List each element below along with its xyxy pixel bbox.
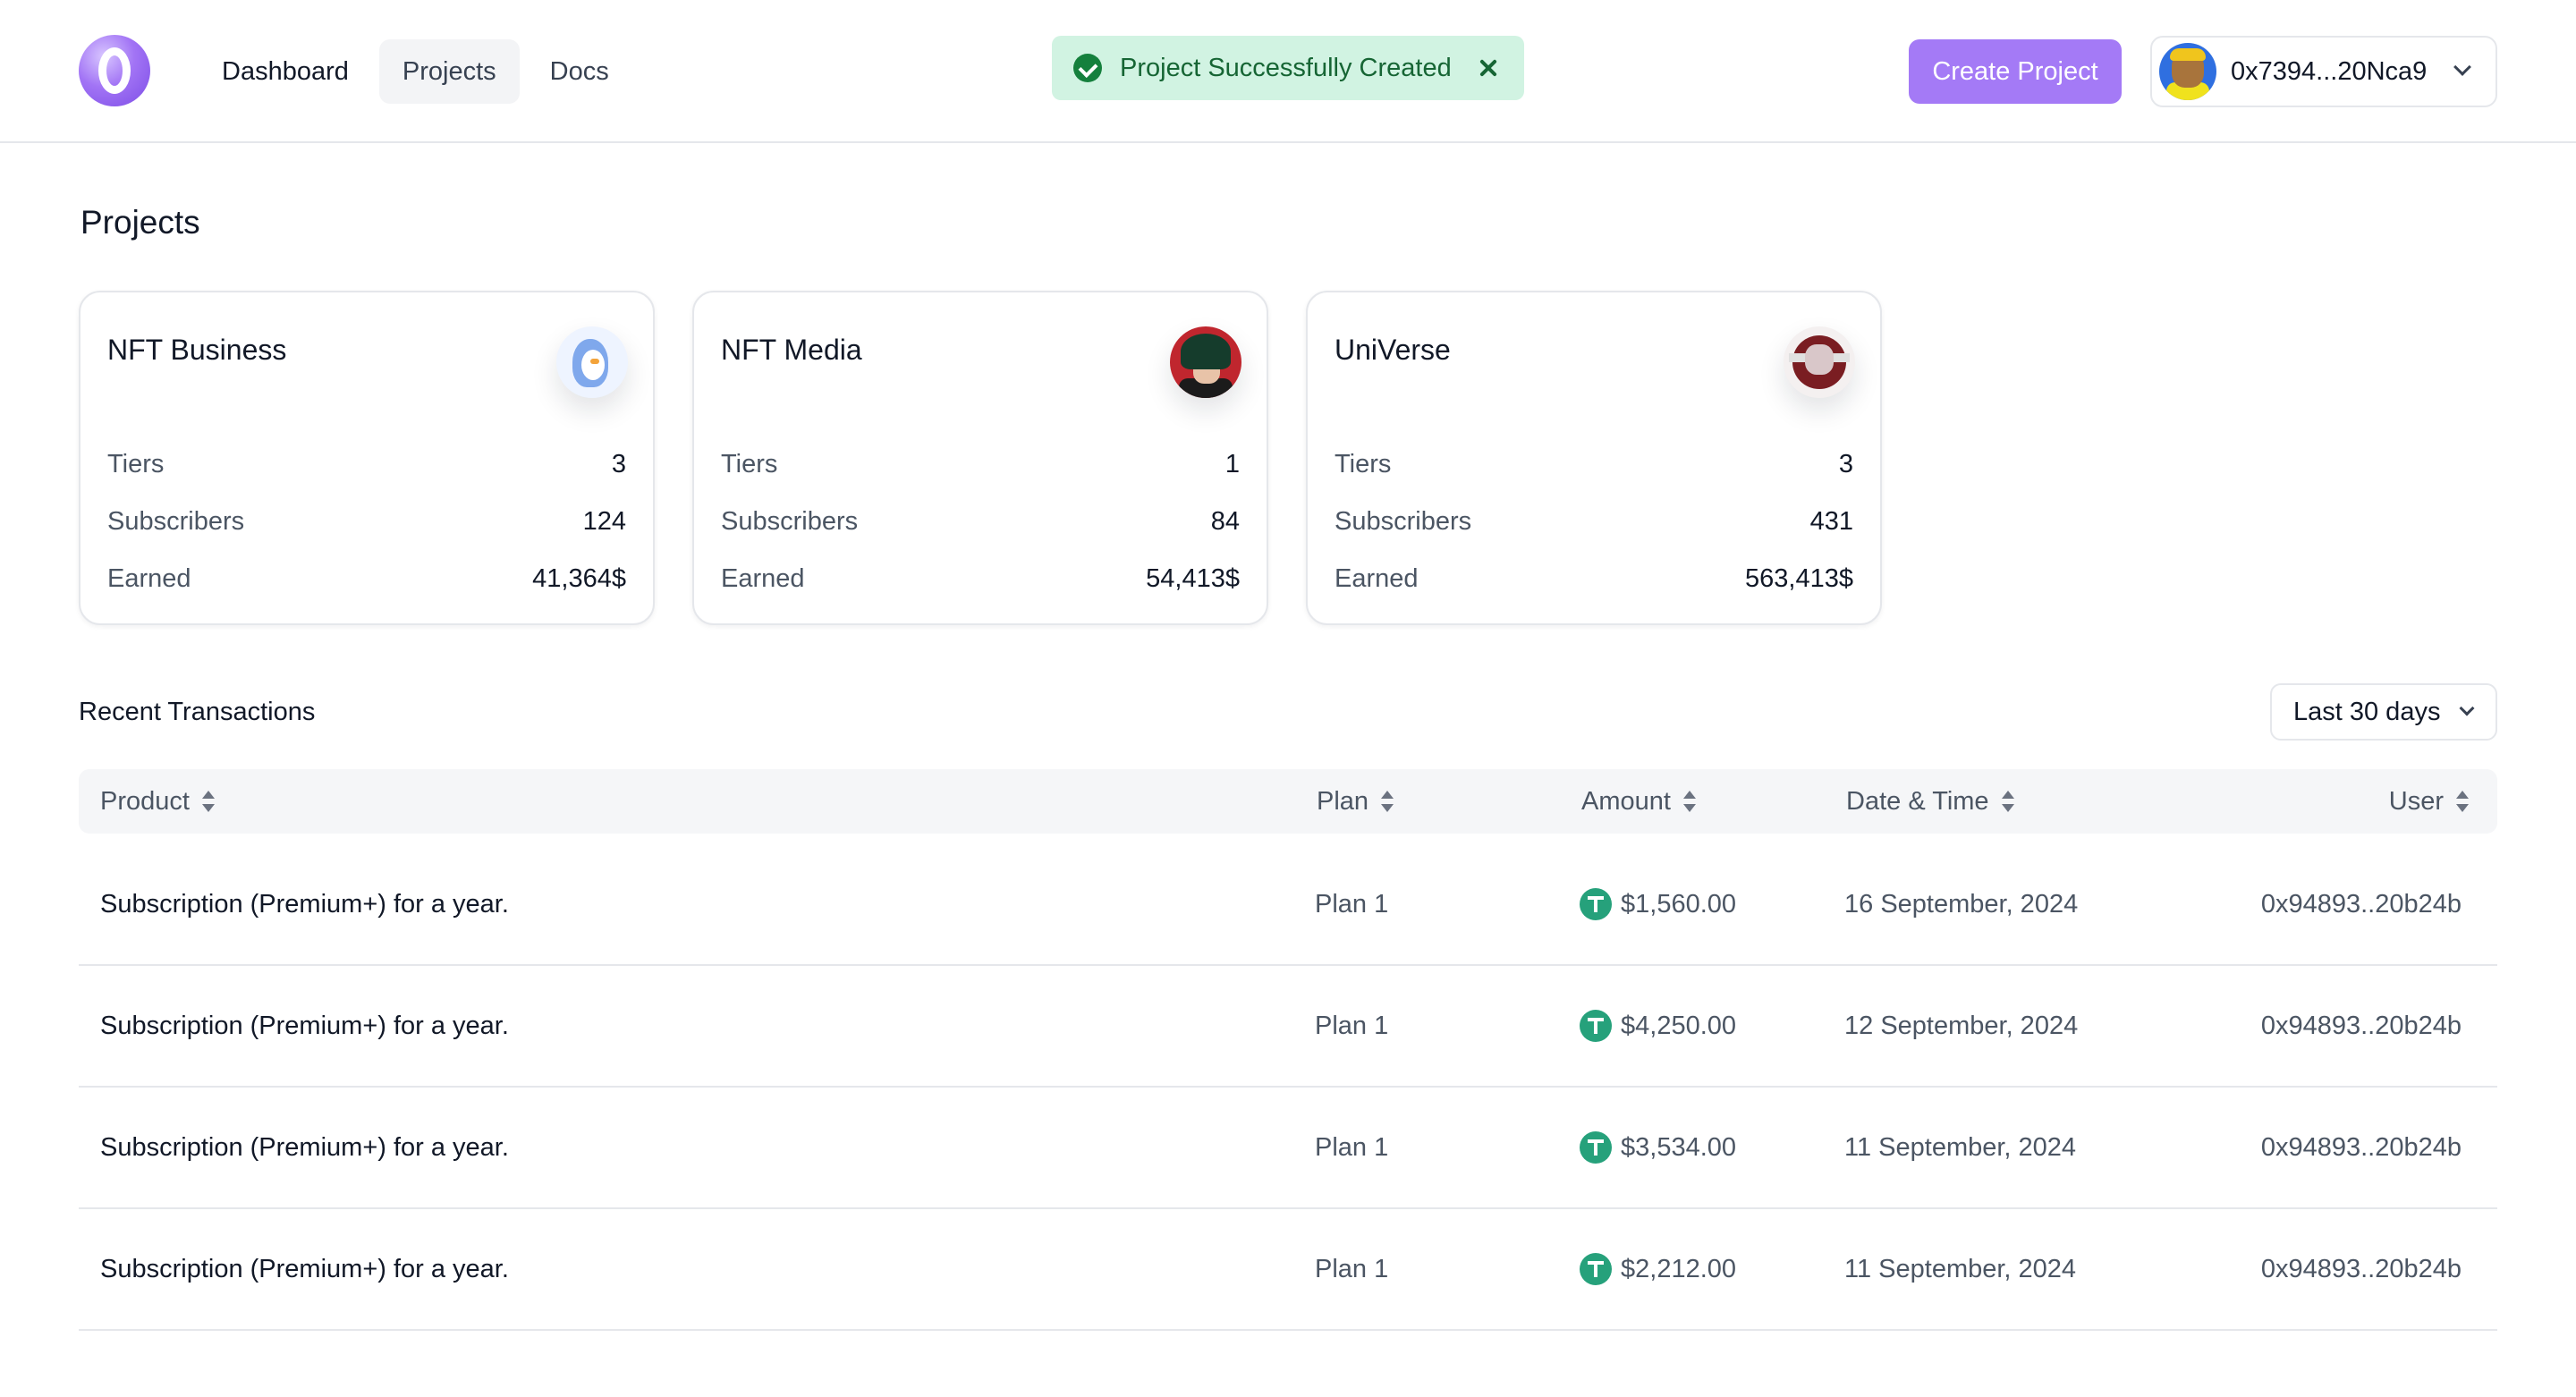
chevron-down-icon [2459, 700, 2475, 716]
cell-product: Subscription (Premium+) for a year. [100, 1255, 509, 1283]
project-name: NFT Business [107, 334, 287, 366]
logo-ring-icon [98, 47, 131, 94]
sort-icon [1381, 790, 1394, 813]
amount-value: $1,560.00 [1621, 890, 1737, 919]
date-range-select[interactable]: Last 30 days [2270, 683, 2497, 741]
cell-date: 12 September, 2024 [1844, 1012, 2079, 1040]
tether-icon [1580, 1253, 1612, 1285]
anime-avatar [1170, 326, 1241, 398]
table-row[interactable]: Subscription (Premium+) for a year. Plan… [79, 1209, 2497, 1331]
table-row[interactable]: Subscription (Premium+) for a year. Plan… [79, 966, 2497, 1088]
nav-docs[interactable]: Docs [549, 57, 609, 86]
earned-value: 41,364$ [532, 564, 626, 593]
nav-projects[interactable]: Projects [378, 39, 520, 104]
subscribers-label: Subscribers [107, 507, 245, 536]
amount-value: $4,250.00 [1621, 1012, 1737, 1040]
page-title: Projects [80, 204, 200, 241]
cell-date: 11 September, 2024 [1844, 1133, 2077, 1162]
project-card[interactable]: NFT Media Tiers 1 Subscribers 84 Earned 54,… [692, 291, 1268, 625]
amount-value: $3,534.00 [1621, 1133, 1737, 1162]
column-product-label: Product [100, 787, 190, 816]
cell-plan: Plan 1 [1315, 1012, 1389, 1040]
success-toast: Project Successfully Created [1052, 36, 1524, 100]
cell-plan: Plan 1 [1315, 890, 1389, 919]
sort-icon [2001, 790, 2014, 813]
column-amount-label: Amount [1581, 787, 1671, 816]
cell-date: 11 September, 2024 [1844, 1255, 2077, 1283]
column-date-label: Date & Time [1846, 787, 1989, 816]
cell-amount: $4,250.00 [1580, 966, 1736, 1086]
date-range-value: Last 30 days [2293, 698, 2441, 726]
amount-value: $2,212.00 [1621, 1255, 1737, 1283]
main-nav: Dashboard Projects Docs [199, 39, 632, 104]
table-row[interactable]: Subscription (Premium+) for a year. Plan… [79, 844, 2497, 966]
cell-user: 0x94893..20b24b [2260, 1133, 2462, 1162]
subscribers-value: 431 [1809, 507, 1853, 536]
top-header: Dashboard Projects Docs Project Successf… [0, 0, 2576, 143]
tiers-label: Tiers [1335, 450, 1392, 478]
cell-user: 0x94893..20b24b [2260, 890, 2462, 919]
earned-label: Earned [1335, 564, 1419, 593]
tether-icon [1580, 1010, 1612, 1042]
column-user-label: User [2388, 787, 2444, 816]
column-date[interactable]: Date & Time [1846, 769, 2014, 834]
cell-amount: $2,212.00 [1580, 1209, 1736, 1329]
earned-label: Earned [107, 564, 191, 593]
cell-product: Subscription (Premium+) for a year. [100, 890, 509, 919]
table-row[interactable]: Subscription (Premium+) for a year. Plan… [79, 1088, 2497, 1209]
recent-transactions-title: Recent Transactions [79, 698, 316, 726]
wallet-address: 0x7394...20Nca9 [2231, 56, 2428, 86]
column-user[interactable]: User [2389, 769, 2469, 834]
mech-avatar [1784, 326, 1855, 398]
earned-label: Earned [721, 564, 805, 593]
earned-value: 54,413$ [1146, 564, 1240, 593]
cell-amount: $3,534.00 [1580, 1088, 1736, 1207]
penguin-avatar [556, 326, 628, 398]
tiers-label: Tiers [107, 450, 165, 478]
tiers-value: 3 [611, 450, 626, 478]
tether-icon [1580, 1131, 1612, 1164]
tiers-value: 3 [1838, 450, 1853, 478]
table-header: Product Plan Amount Date & Time User [79, 769, 2497, 834]
close-icon[interactable] [1474, 54, 1503, 82]
subscribers-value: 124 [582, 507, 626, 536]
wallet-avatar [2159, 43, 2216, 100]
subscribers-label: Subscribers [721, 507, 859, 536]
sort-icon [201, 790, 215, 813]
cell-product: Subscription (Premium+) for a year. [100, 1133, 509, 1162]
tiers-label: Tiers [721, 450, 778, 478]
cell-date: 16 September, 2024 [1844, 890, 2079, 919]
subscribers-value: 84 [1210, 507, 1240, 536]
project-name: NFT Media [721, 334, 862, 366]
project-name: UniVerse [1335, 334, 1451, 366]
cell-amount: $1,560.00 [1580, 844, 1736, 964]
app-logo[interactable] [79, 35, 150, 106]
sort-icon [2456, 790, 2469, 813]
earned-value: 563,413$ [1745, 564, 1853, 593]
project-card[interactable]: NFT Business Tiers 3 Subscribers 124 Earne… [79, 291, 655, 625]
column-plan-label: Plan [1317, 787, 1369, 816]
column-plan[interactable]: Plan [1317, 769, 1394, 834]
cell-plan: Plan 1 [1315, 1255, 1389, 1283]
tiers-value: 1 [1224, 450, 1240, 478]
tether-icon [1580, 888, 1612, 920]
cell-product: Subscription (Premium+) for a year. [100, 1012, 509, 1040]
sort-icon [1682, 790, 1696, 813]
chevron-down-icon [2453, 58, 2471, 76]
subscribers-label: Subscribers [1335, 507, 1472, 536]
cell-user: 0x94893..20b24b [2260, 1255, 2462, 1283]
cell-plan: Plan 1 [1315, 1133, 1389, 1162]
column-product[interactable]: Product [100, 769, 215, 834]
project-card[interactable]: UniVerse Tiers 3 Subscribers 431 Earned 563… [1306, 291, 1882, 625]
nav-dashboard[interactable]: Dashboard [222, 57, 349, 86]
check-circle-icon [1073, 54, 1102, 82]
column-amount[interactable]: Amount [1581, 769, 1696, 834]
create-project-button[interactable]: Create Project [1909, 39, 2122, 104]
cell-user: 0x94893..20b24b [2260, 1012, 2462, 1040]
wallet-dropdown[interactable]: 0x7394...20Nca9 [2150, 36, 2497, 107]
toast-message: Project Successfully Created [1120, 53, 1452, 82]
